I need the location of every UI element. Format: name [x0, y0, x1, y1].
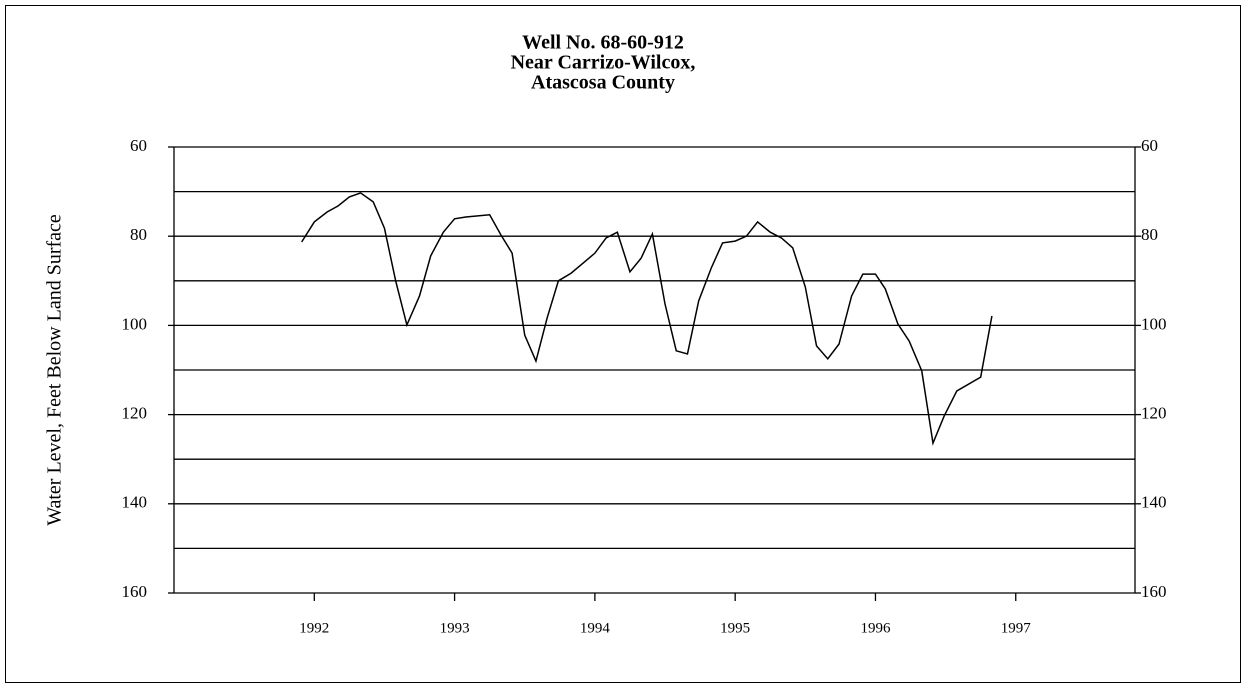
chart-title: Near Carrizo-Wilcox,: [511, 52, 696, 74]
y2-tick-label: 100: [1141, 314, 1167, 333]
data-line: [301, 192, 993, 446]
chart-title: Atascosa County: [531, 72, 675, 94]
y2-tick-label: 160: [1141, 582, 1167, 601]
y2-tick-label: 120: [1141, 404, 1167, 423]
y2-tick-label: 140: [1141, 493, 1167, 512]
x-tick-label: 1996: [860, 620, 891, 636]
chart-title: Well No. 68-60-912: [522, 32, 684, 54]
y-tick-label: 100: [122, 314, 148, 333]
y-axis-label: Water Level, Feet Below Land Surface: [44, 214, 66, 526]
frame: [5, 5, 1241, 683]
y-tick-label: 140: [122, 493, 148, 512]
y-tick-label: 120: [122, 404, 148, 423]
y-tick-label: 60: [130, 136, 147, 155]
x-tick-label: 1992: [299, 620, 329, 636]
x-tick-label: 1997: [1001, 620, 1032, 636]
x-tick-label: 1994: [580, 620, 611, 636]
x-tick-label: 1995: [720, 620, 750, 636]
y2-tick-label: 60: [1141, 136, 1158, 155]
x-tick-label: 1993: [440, 620, 470, 636]
y-tick-label: 80: [130, 225, 147, 244]
y2-tick-label: 80: [1141, 225, 1158, 244]
y-tick-label: 160: [122, 582, 148, 601]
